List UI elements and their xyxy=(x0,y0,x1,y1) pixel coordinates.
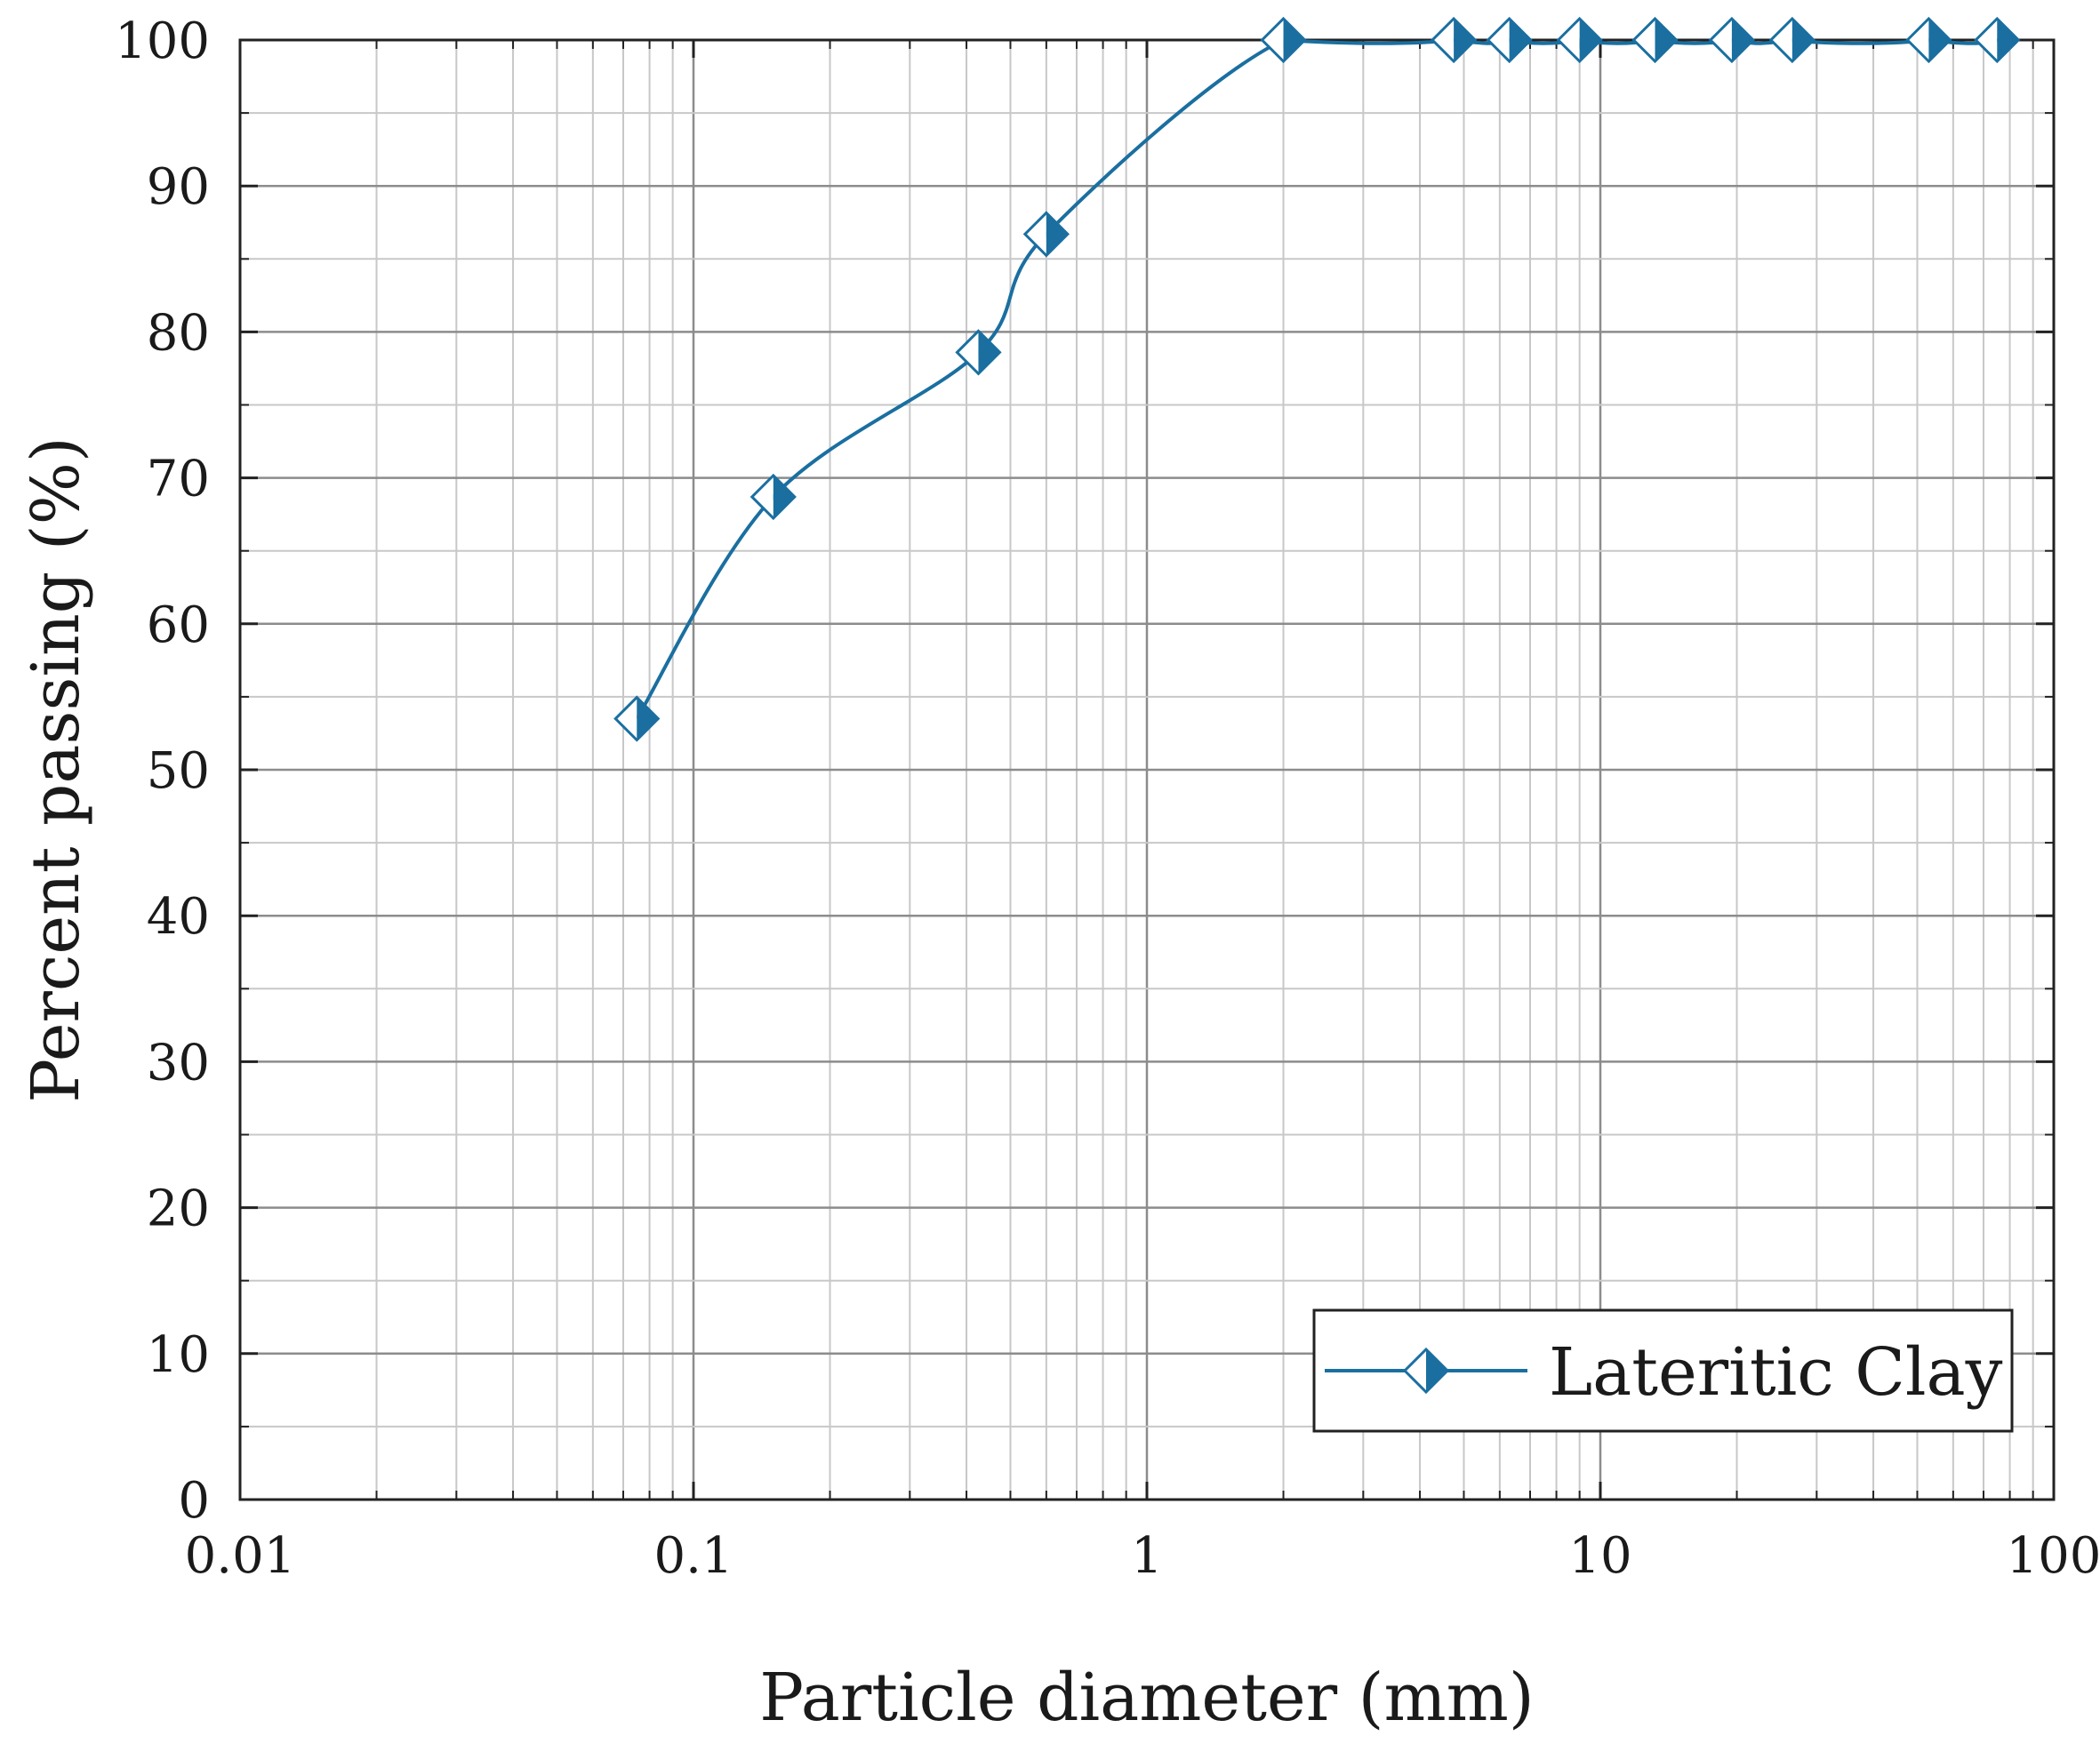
marker-outline xyxy=(1486,16,1533,64)
marker-left-half xyxy=(1907,19,1929,61)
y-axis-title: Percent passing (%) xyxy=(18,436,94,1103)
marker-outline xyxy=(613,695,661,742)
legend: Lateritic Clay xyxy=(1312,1308,2014,1433)
marker-outline xyxy=(1631,16,1679,64)
marker-outline xyxy=(1402,1347,1450,1395)
data-point-marker xyxy=(1556,16,1603,64)
marker-left-half xyxy=(1432,19,1455,61)
x-tick-label: 0.1 xyxy=(653,1527,733,1585)
y-tick-label: 70 xyxy=(147,451,210,508)
data-point-marker xyxy=(1974,16,2021,64)
data-point-marker xyxy=(1631,16,1679,64)
marker-right-half xyxy=(1791,19,1814,61)
marker-left-half xyxy=(1405,1349,1426,1392)
marker-outline xyxy=(749,473,797,521)
series-layer xyxy=(613,16,2021,742)
marker-outline xyxy=(1905,16,1952,64)
marker-right-half xyxy=(1997,19,2019,61)
data-point-marker xyxy=(1486,16,1533,64)
y-tick-label: 0 xyxy=(178,1472,210,1530)
series-line xyxy=(635,37,1999,720)
marker-right-half xyxy=(637,697,659,740)
marker-left-half xyxy=(1024,212,1046,256)
tick-labels: 0.01 0.1 1 10 100 0 10 20 30 40 50 60 70 80 90 100 xyxy=(115,12,2100,1585)
y-tick-label: 30 xyxy=(147,1034,210,1092)
data-point-marker xyxy=(1768,16,1815,64)
marker-left-half xyxy=(615,697,637,740)
marker-left-half xyxy=(1710,19,1732,61)
y-tick-label: 90 xyxy=(147,158,210,216)
marker-right-half xyxy=(1454,19,1476,61)
x-tick-label: 10 xyxy=(1568,1527,1631,1585)
marker-left-half xyxy=(957,331,979,374)
marker-left-half xyxy=(1633,19,1655,61)
marker-right-half xyxy=(1928,19,1951,61)
marker-right-half xyxy=(1046,212,1068,256)
marker-left-half xyxy=(1558,19,1580,61)
marker-outline xyxy=(1260,16,1307,64)
marker-left-half xyxy=(1976,19,1998,61)
data-point-marker xyxy=(749,473,797,521)
x-tick-label: 100 xyxy=(2007,1527,2100,1585)
y-tick-label: 80 xyxy=(147,304,210,362)
marker-outline xyxy=(1768,16,1815,64)
marker-outline xyxy=(1974,16,2021,64)
data-point-marker xyxy=(613,695,661,742)
legend-marker-icon xyxy=(1402,1347,1450,1395)
marker-outline xyxy=(1556,16,1603,64)
marker-left-half xyxy=(1487,19,1510,61)
marker-right-half xyxy=(773,475,795,518)
marker-left-half xyxy=(751,475,773,518)
x-tick-label: 0.01 xyxy=(185,1527,296,1585)
marker-left-half xyxy=(1262,19,1284,61)
marker-right-half xyxy=(1283,19,1305,61)
marker-outline xyxy=(1708,16,1756,64)
marker-outline xyxy=(1022,211,1070,258)
marker-outline xyxy=(955,329,1002,376)
legend-marker-shape xyxy=(1402,1347,1450,1395)
data-point-marker xyxy=(1708,16,1756,64)
marker-right-half xyxy=(978,331,1000,374)
data-point-marker xyxy=(1905,16,1952,64)
y-tick-label: 60 xyxy=(147,596,210,654)
marker-left-half xyxy=(1770,19,1792,61)
marker-right-half xyxy=(1731,19,1753,61)
x-tick-label: 1 xyxy=(1131,1527,1163,1585)
data-point-marker xyxy=(1260,16,1307,64)
y-tick-label: 100 xyxy=(115,12,210,70)
y-tick-label: 20 xyxy=(147,1180,210,1238)
marker-right-half xyxy=(1655,19,1677,61)
legend-label: Lateritic Clay xyxy=(1549,1334,2003,1411)
marker-right-half xyxy=(1426,1349,1447,1392)
x-axis-title: Particle diameter (mm) xyxy=(759,1660,1534,1736)
y-tick-label: 40 xyxy=(147,888,210,946)
data-point-marker xyxy=(1022,211,1070,258)
marker-right-half xyxy=(1509,19,1531,61)
marker-outline xyxy=(1430,16,1478,64)
data-point-marker xyxy=(955,329,1002,376)
y-tick-label: 10 xyxy=(147,1326,210,1384)
y-tick-label: 50 xyxy=(147,742,210,800)
marker-right-half xyxy=(1579,19,1601,61)
data-point-marker xyxy=(1430,16,1478,64)
grid-lines xyxy=(238,38,2056,1501)
